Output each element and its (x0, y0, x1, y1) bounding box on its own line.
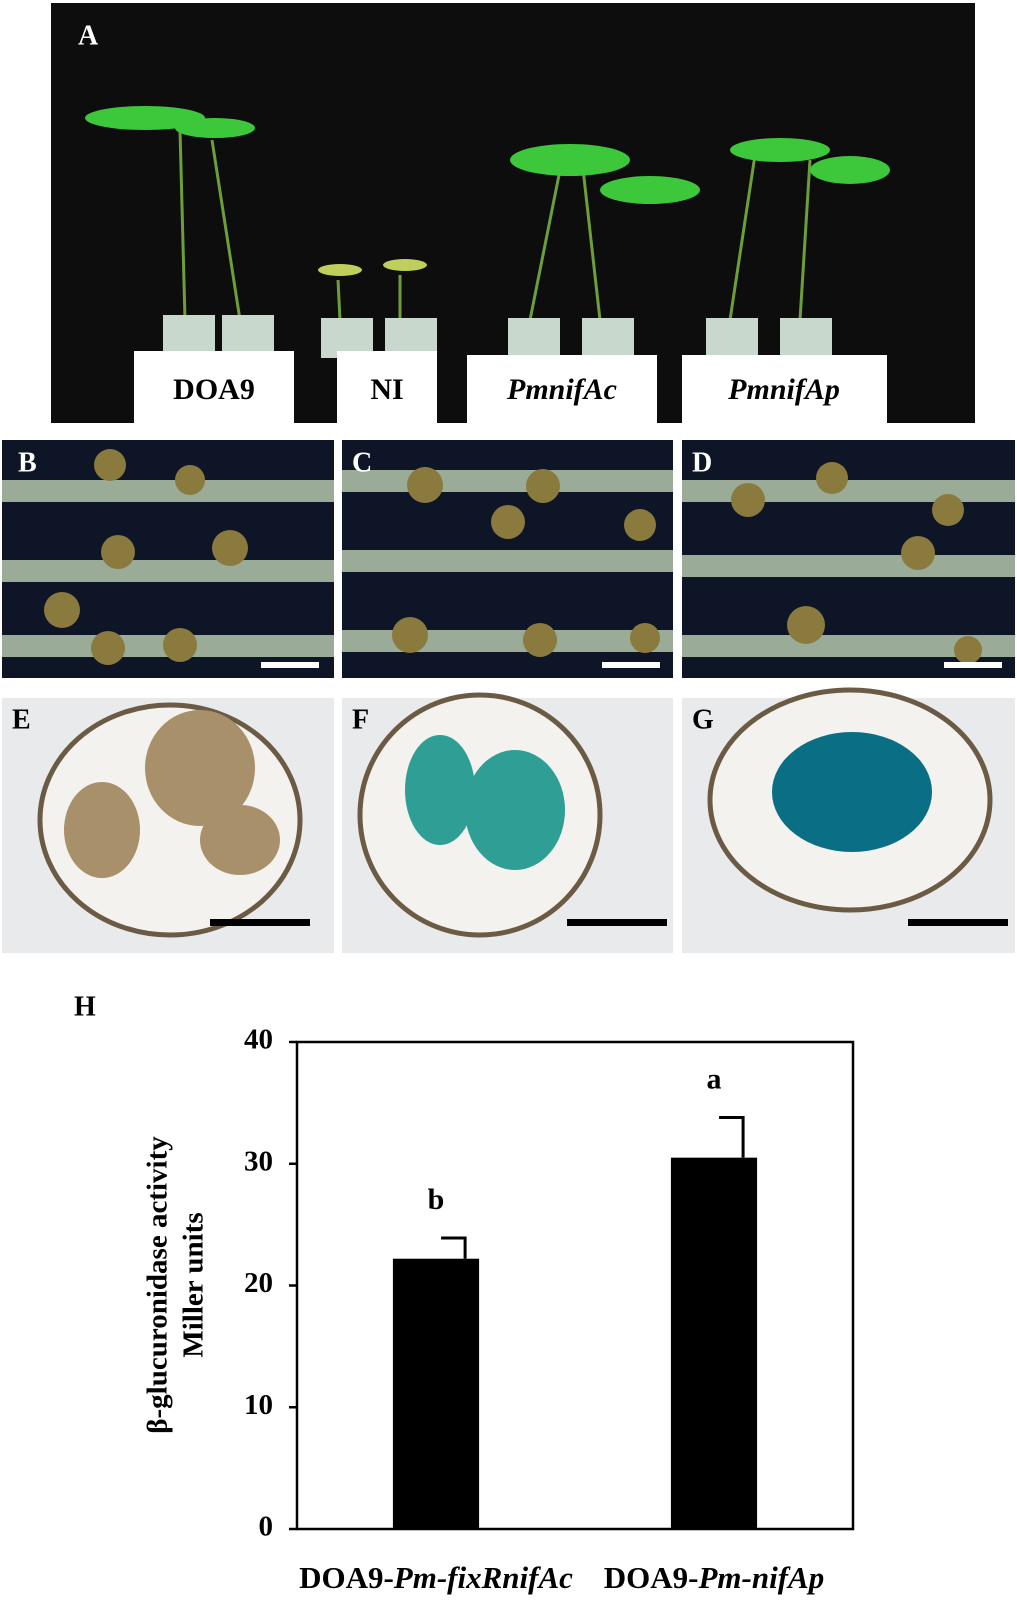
panel-letter: G (692, 704, 714, 735)
strain-label: PmnifAp (727, 373, 840, 406)
panel-letter: D (692, 447, 712, 478)
y-tick-label: 20 (244, 1267, 273, 1299)
y-axis-title: β-glucuronidase activity Miller units (142, 1136, 210, 1434)
panel-letter: E (12, 704, 31, 735)
y-tick-label: 10 (244, 1389, 273, 1421)
label-part: DOA9- (299, 1560, 394, 1595)
panel-letter: A (78, 20, 99, 51)
y-label: Miller units (178, 1212, 210, 1357)
label-boxes (134, 351, 887, 423)
significance-label: a (707, 1062, 722, 1095)
strain-label: PmnifAc (506, 373, 617, 406)
section-photos (2, 687, 1015, 953)
panel-letter: B (18, 447, 37, 478)
bar (670, 1157, 758, 1529)
strain-label: DOA9 (173, 373, 255, 406)
panel-letter: F (352, 704, 369, 735)
y-tick-label: 40 (244, 1024, 273, 1056)
plot-frame (295, 1040, 855, 1531)
y-tick-label: 30 (244, 1145, 273, 1177)
label-part: Pm-nifAp (697, 1560, 824, 1595)
label-part: Pm-fixRnifAc (393, 1560, 573, 1595)
error-bar (441, 1236, 467, 1259)
y-tick-label: 0 (259, 1511, 274, 1543)
bar (392, 1258, 480, 1529)
nodule-photos (2, 440, 1015, 678)
error-bar (719, 1115, 745, 1158)
y-label: β-glucuronidase activity (142, 1136, 174, 1434)
x-tick-label: DOA9-Pm-nifAp (604, 1560, 824, 1595)
x-tick-label: DOA9-Pm-fixRnifAc (299, 1560, 573, 1595)
panel-letter: C (352, 447, 372, 478)
panel-letter: H (74, 991, 96, 1022)
significance-label: b (428, 1183, 445, 1216)
label-part: DOA9- (604, 1560, 699, 1595)
plants (178, 129, 812, 321)
leaves (85, 106, 890, 276)
strain-label: NI (370, 373, 403, 406)
